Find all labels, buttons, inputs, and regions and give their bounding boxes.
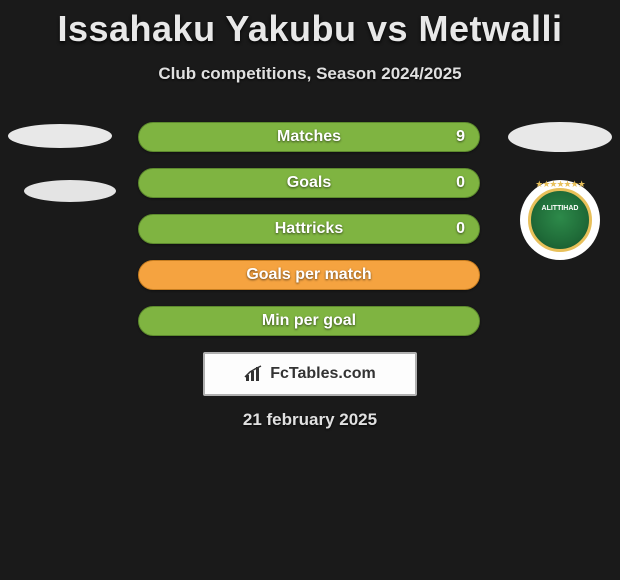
footer-date: 21 february 2025 bbox=[0, 410, 620, 430]
bar-label: Hattricks bbox=[139, 220, 479, 238]
bar-label: Goals per match bbox=[139, 266, 479, 284]
bar-goals-per-match: Goals per match bbox=[138, 260, 480, 290]
bar-value: 0 bbox=[456, 220, 465, 238]
bar-hattricks: Hattricks 0 bbox=[138, 214, 480, 244]
badge-club-name: ALITTIHAD bbox=[531, 205, 589, 212]
bar-value: 9 bbox=[456, 128, 465, 146]
bar-value: 0 bbox=[456, 174, 465, 192]
branding-text: FcTables.com bbox=[270, 365, 376, 383]
stat-bars: Matches 9 Goals 0 Hattricks 0 Goals per … bbox=[138, 122, 480, 352]
bar-label: Min per goal bbox=[139, 312, 479, 330]
bar-chart-icon bbox=[244, 365, 266, 383]
bar-matches: Matches 9 bbox=[138, 122, 480, 152]
page-subtitle: Club competitions, Season 2024/2025 bbox=[0, 64, 620, 84]
page-title: Issahaku Yakubu vs Metwalli bbox=[0, 0, 620, 50]
bar-goals: Goals 0 bbox=[138, 168, 480, 198]
player1-avatar-placeholder bbox=[8, 124, 112, 148]
bar-label: Matches bbox=[139, 128, 479, 146]
badge-stars-icon: ★★★★★★★ bbox=[531, 179, 589, 190]
club-badge: ★★★★★★★ ALITTIHAD bbox=[520, 180, 600, 260]
club-badge-inner: ★★★★★★★ ALITTIHAD bbox=[528, 188, 592, 252]
player1-avatar-placeholder-shadow bbox=[24, 180, 116, 202]
player2-avatar-placeholder bbox=[508, 122, 612, 152]
bar-min-per-goal: Min per goal bbox=[138, 306, 480, 336]
bar-label: Goals bbox=[139, 174, 479, 192]
branding-box: FcTables.com bbox=[203, 352, 417, 396]
